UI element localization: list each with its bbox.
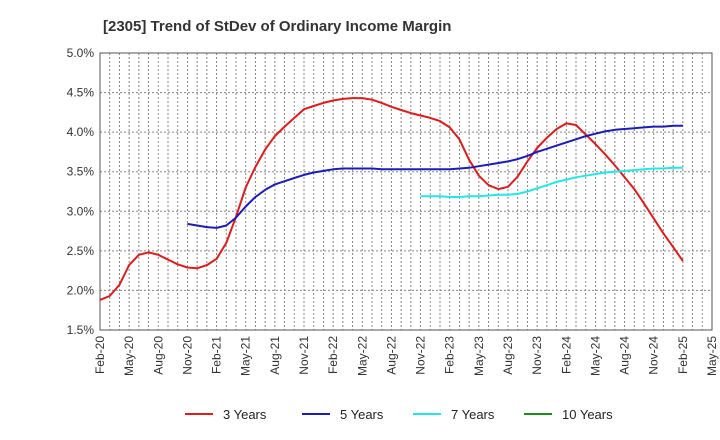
y-tick-label: 3.5% bbox=[67, 165, 95, 179]
x-tick-label: Feb-24 bbox=[559, 336, 573, 374]
y-tick-label: 2.0% bbox=[67, 283, 95, 297]
y-tick-label: 4.0% bbox=[67, 125, 95, 139]
x-tick-label: Nov-23 bbox=[530, 336, 544, 375]
x-tick-label: Nov-22 bbox=[414, 336, 428, 375]
chart-title: [2305] Trend of StDev of Ordinary Income… bbox=[103, 18, 451, 35]
grid bbox=[100, 53, 712, 330]
plot-frame bbox=[99, 52, 713, 331]
x-tick-label: Aug-22 bbox=[384, 336, 398, 375]
x-tick-label: Feb-21 bbox=[210, 336, 224, 374]
x-tick-label: May-23 bbox=[472, 336, 486, 376]
y-tick-label: 1.5% bbox=[67, 323, 95, 337]
x-tick-label: Feb-23 bbox=[443, 336, 457, 374]
y-tick-label: 2.5% bbox=[67, 244, 95, 258]
series-lines bbox=[99, 97, 684, 301]
x-tick-label: May-24 bbox=[588, 336, 602, 376]
legend-label: 5 Years bbox=[340, 407, 384, 422]
x-tick-label: May-20 bbox=[122, 336, 136, 376]
y-tick-label: 4.5% bbox=[67, 86, 95, 100]
y-tick-label: 5.0% bbox=[67, 46, 95, 60]
series-line-5-years bbox=[187, 124, 683, 229]
axes: 1.5% 2.0% 2.5% 3.0% 3.5% 4.0% 4.5% 5.0% Feb-20 Ma… bbox=[67, 46, 719, 376]
x-tick-label: Aug-24 bbox=[618, 336, 632, 375]
legend-item: 3 Years bbox=[185, 407, 267, 422]
legend-label: 7 Years bbox=[451, 407, 495, 422]
x-tick-label: Feb-20 bbox=[93, 336, 107, 374]
legend: 3 Years 5 Years 7 Years 10 Years bbox=[185, 407, 613, 422]
legend-item: 5 Years bbox=[302, 407, 384, 422]
x-tick-label: Aug-20 bbox=[151, 336, 165, 375]
x-tick-label: Feb-22 bbox=[326, 336, 340, 374]
series-line-7-years bbox=[420, 166, 683, 198]
x-tick-label: May-21 bbox=[239, 336, 253, 376]
x-tick-label: Feb-25 bbox=[676, 336, 690, 374]
x-tick-label: Aug-21 bbox=[268, 336, 282, 375]
legend-label: 3 Years bbox=[223, 407, 267, 422]
legend-item: 10 Years bbox=[524, 407, 613, 422]
x-tick-label: Aug-23 bbox=[501, 336, 515, 375]
legend-item: 7 Years bbox=[413, 407, 495, 422]
x-tick-label: Nov-20 bbox=[180, 336, 194, 375]
series-line-3-years bbox=[99, 97, 684, 301]
x-tick-label: Nov-24 bbox=[647, 336, 661, 375]
y-tick-label: 3.0% bbox=[67, 204, 95, 218]
x-tick-label: Nov-21 bbox=[297, 336, 311, 375]
x-tick-label: May-25 bbox=[705, 336, 719, 376]
legend-label: 10 Years bbox=[562, 407, 613, 422]
x-tick-label: May-22 bbox=[355, 336, 369, 376]
